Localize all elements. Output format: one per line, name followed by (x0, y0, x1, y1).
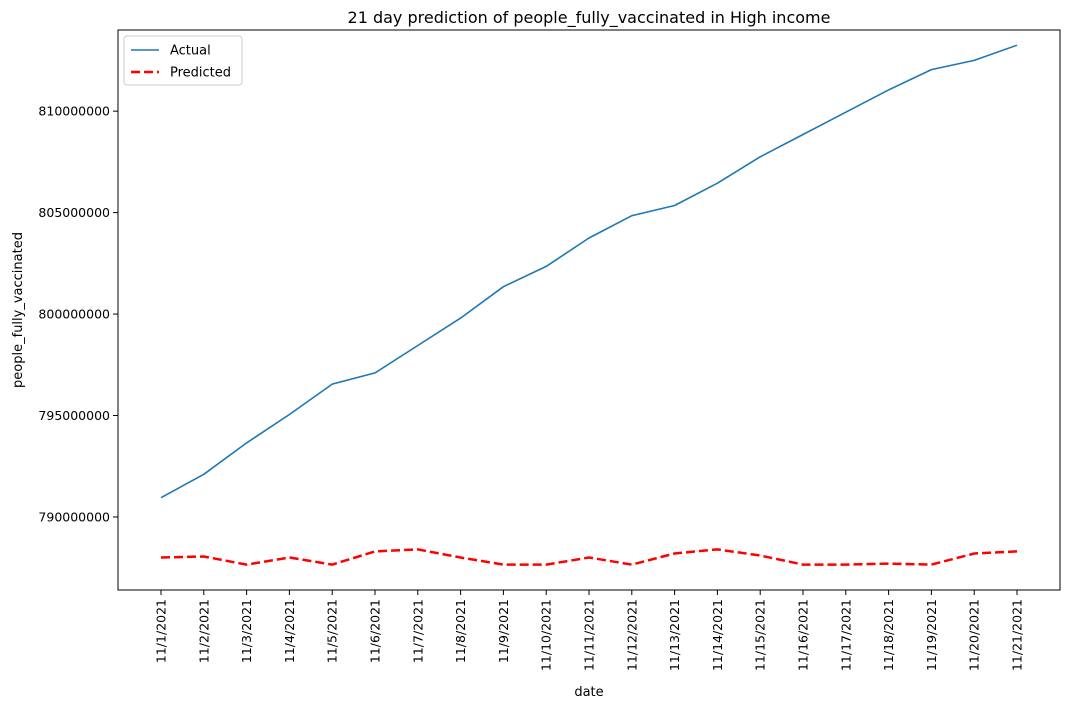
series-layer (160, 44, 1018, 566)
x-tick-label: 11/10/2021 (539, 599, 554, 671)
y-tick-label: 810000000 (38, 104, 110, 119)
x-tick-label: 11/6/2021 (368, 599, 383, 663)
x-tick-label: 11/4/2021 (282, 599, 297, 663)
y-tick-label: 790000000 (38, 509, 110, 524)
x-tick-label: 11/5/2021 (325, 599, 340, 663)
x-tick-label: 11/21/2021 (1010, 599, 1025, 671)
legend: Actual Predicted (123, 35, 243, 86)
x-tick-label: 11/17/2021 (838, 599, 853, 671)
legend-frame (123, 35, 243, 86)
x-tick-label: 11/19/2021 (924, 599, 939, 671)
series-line-predicted (160, 548, 1018, 566)
x-tick-label: 11/12/2021 (624, 599, 639, 671)
x-tick-label: 11/2/2021 (196, 599, 211, 663)
x-tick-label: 11/7/2021 (410, 599, 425, 663)
plot-area-frame (117, 29, 1061, 591)
x-tick-label: 11/3/2021 (239, 599, 254, 663)
chart-title: 21 day prediction of people_fully_vaccin… (348, 8, 831, 28)
y-axis-label: people_fully_vaccinated (11, 232, 26, 388)
x-tick-label: 11/13/2021 (667, 599, 682, 671)
x-tick-label: 11/1/2021 (154, 599, 169, 663)
x-tick-label: 11/15/2021 (753, 599, 768, 671)
x-tick-label: 11/9/2021 (496, 599, 511, 663)
x-tick-label: 11/14/2021 (710, 599, 725, 671)
y-axis-ticks: 790000000 795000000 800000000 805000000 8100… (38, 104, 118, 524)
x-tick-label: 11/11/2021 (582, 599, 597, 671)
y-tick-label: 795000000 (38, 408, 110, 423)
legend-label-predicted: Predicted (170, 66, 231, 81)
y-tick-label: 800000000 (38, 307, 110, 322)
series-line-actual (160, 44, 1018, 499)
x-axis-ticks: 11/1/2021 11/2/2021 11/3/2021 11/4/2021 11/5… (154, 590, 1025, 671)
x-tick-label: 11/8/2021 (453, 599, 468, 663)
legend-label-actual: Actual (170, 44, 211, 59)
x-tick-label: 11/20/2021 (967, 599, 982, 671)
x-axis-label: date (574, 685, 603, 700)
y-tick-label: 805000000 (38, 205, 110, 220)
x-tick-label: 11/18/2021 (881, 599, 896, 671)
x-tick-label: 11/16/2021 (796, 599, 811, 671)
